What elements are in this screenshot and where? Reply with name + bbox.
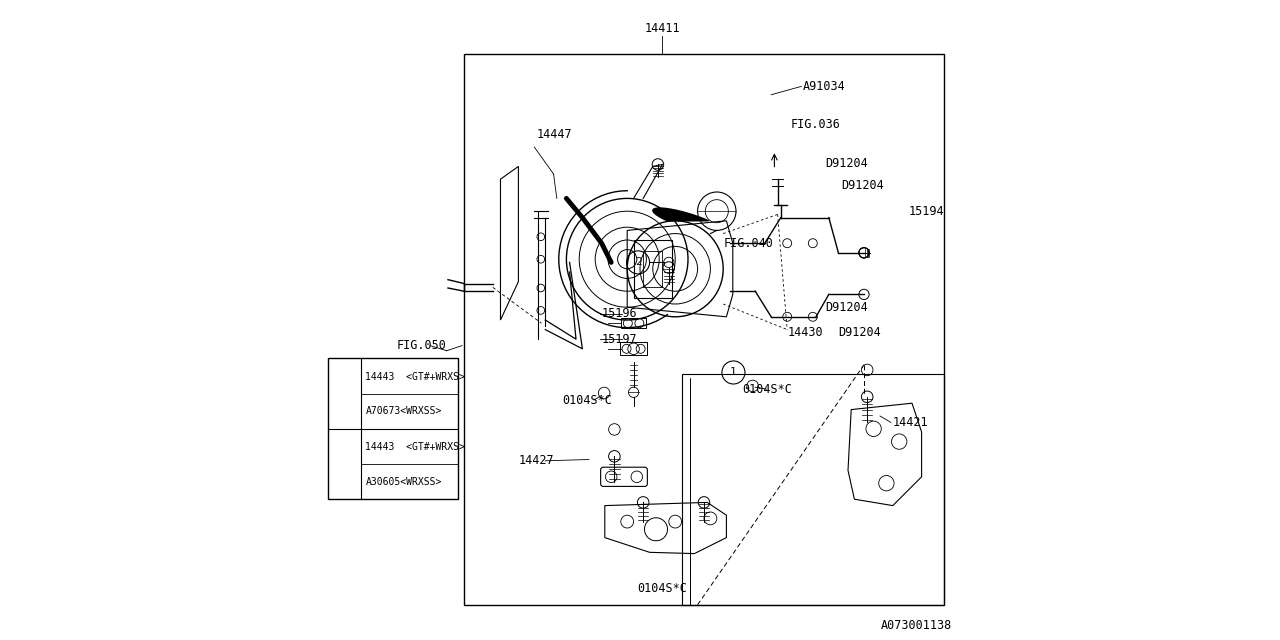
Text: 0104S*C: 0104S*C — [637, 582, 687, 595]
Text: D91204: D91204 — [842, 179, 884, 192]
Text: 15194: 15194 — [909, 205, 945, 218]
Text: D91204: D91204 — [826, 157, 868, 170]
Text: 14443  <GT#+WRXS>: 14443 <GT#+WRXS> — [366, 372, 466, 381]
Text: 15197: 15197 — [602, 333, 637, 346]
Text: 2: 2 — [635, 257, 641, 268]
Text: FIG.040: FIG.040 — [723, 237, 773, 250]
Text: FIG.036: FIG.036 — [791, 118, 840, 131]
Text: A30605<WRXSS>: A30605<WRXSS> — [366, 477, 442, 486]
Text: A91034: A91034 — [804, 80, 846, 93]
Text: 14427: 14427 — [518, 454, 554, 467]
Text: 14443  <GT#+WRXS>: 14443 <GT#+WRXS> — [366, 442, 466, 452]
Text: A073001138: A073001138 — [881, 620, 952, 632]
Text: D91204: D91204 — [838, 326, 881, 339]
Text: 14421: 14421 — [893, 416, 928, 429]
Text: 15196: 15196 — [602, 307, 637, 320]
Text: 14411: 14411 — [645, 22, 680, 35]
Text: A70673<WRXSS>: A70673<WRXSS> — [366, 406, 442, 416]
Text: 2: 2 — [340, 388, 348, 399]
Polygon shape — [653, 208, 709, 221]
Text: 0104S*C: 0104S*C — [742, 383, 792, 396]
Text: 14430: 14430 — [787, 326, 823, 339]
Text: FRONT: FRONT — [402, 424, 434, 434]
Text: 1: 1 — [340, 459, 348, 469]
FancyBboxPatch shape — [328, 358, 458, 499]
Text: 0104S*C: 0104S*C — [562, 394, 612, 406]
Text: 14447: 14447 — [536, 128, 572, 141]
Text: FIG.050: FIG.050 — [397, 339, 447, 352]
Text: 1: 1 — [730, 367, 737, 378]
Text: D91204: D91204 — [826, 301, 868, 314]
